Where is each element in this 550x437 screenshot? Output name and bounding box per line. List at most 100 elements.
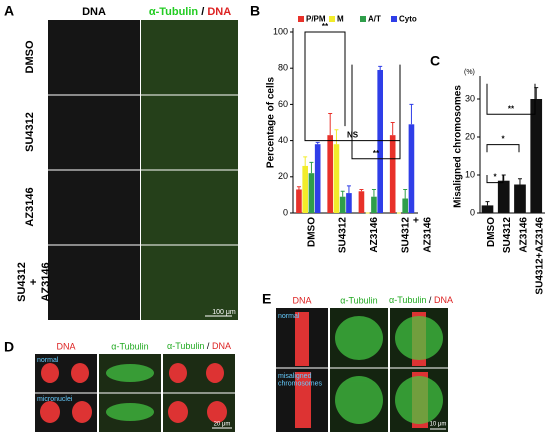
image-borders [35, 94, 448, 394]
significance-bracket [486, 175, 504, 184]
significance-bracket [486, 83, 536, 115]
row-label: normal [278, 313, 300, 320]
bar [339, 196, 346, 213]
bar [389, 135, 396, 213]
y-tick-label: 0 [283, 207, 288, 217]
y-tick-label: 20 [465, 131, 475, 141]
error-bar [303, 156, 308, 166]
significance-label: ** [322, 22, 329, 31]
column-label: α-Tubulin [340, 295, 377, 305]
bar [327, 135, 333, 213]
y-axis-label: Percentage of cells [266, 76, 277, 168]
y-tick-label: 10 [465, 169, 475, 179]
x-tick-label: AZ3146 [369, 217, 380, 253]
y-tick-label: 30 [465, 93, 475, 103]
error-bar [501, 174, 506, 181]
legend-label: A/T [368, 15, 381, 24]
y-tick-label: 100 [273, 26, 288, 36]
bar [530, 99, 543, 213]
row-label: micronuclei [37, 396, 73, 403]
error-bar [334, 129, 339, 145]
row-label: DMSO [24, 40, 36, 73]
bar [333, 144, 340, 213]
bar [408, 124, 415, 213]
bar [497, 180, 510, 213]
x-tick-label: AZ3146 [518, 217, 529, 253]
error-bar [371, 188, 376, 197]
bar [314, 144, 321, 213]
significance-bracket [486, 144, 520, 153]
legend-swatch [329, 16, 335, 22]
error-bar [340, 190, 345, 197]
x-tick-label: SU4312+AZ3146 [535, 217, 546, 295]
y-tick-label: 0 [470, 207, 475, 217]
column-label: α-Tubulin / DNA [167, 341, 231, 351]
x-tick-label: SU4312 [338, 217, 349, 254]
spindle [106, 316, 443, 424]
y-unit: (%) [464, 69, 475, 76]
y-axis-label: Misaligned chromosomes [453, 85, 464, 208]
column-label: DNA [292, 295, 311, 305]
error-bar [517, 178, 522, 185]
scale-label: 100 μm [212, 309, 236, 316]
legend-label: P/PM [306, 15, 326, 24]
bar [296, 189, 302, 213]
x-tick-label: DMSO [306, 217, 317, 247]
column-label: DNA [82, 6, 106, 18]
x-tick-label: SU4312 [502, 217, 513, 254]
micrographs [35, 20, 448, 432]
column-label: DNA [56, 341, 75, 351]
bar [377, 70, 383, 213]
significance-bracket [304, 31, 346, 127]
scale-label: 10 μm [430, 422, 447, 428]
row-label: SU4312 [24, 112, 36, 152]
significance-label: * [493, 173, 497, 182]
y-tick-label: 40 [278, 135, 288, 145]
column-label: α-Tubulin / DNA [149, 6, 231, 18]
bar [371, 196, 377, 213]
x-tick-label: SU4312+AZ3146 [400, 217, 433, 254]
legend-swatch [391, 16, 397, 22]
error-bar [346, 185, 351, 194]
row-label: AZ3146 [24, 187, 36, 226]
error-bar [328, 112, 333, 136]
significance-label: NS [347, 131, 359, 140]
row-label: SU4312+AZ3146 [16, 262, 52, 302]
legend-swatch [360, 16, 366, 22]
bar [308, 173, 315, 213]
panel-label: B [250, 3, 260, 19]
error-bar [409, 103, 414, 125]
bar [481, 205, 494, 213]
panel-label: D [4, 339, 14, 355]
row-label: misaligned chromosomes [278, 373, 322, 388]
legend-swatch [298, 16, 304, 22]
error-bar [390, 122, 395, 136]
error-bar [315, 141, 320, 145]
panel-label: E [262, 291, 271, 307]
panel-label: C [430, 53, 440, 69]
bar [402, 198, 408, 213]
scale-label: 20 μm [214, 422, 231, 428]
column-label: α-Tubulin [111, 341, 148, 351]
y-tick-label: 80 [278, 63, 288, 73]
error-bar [359, 188, 364, 192]
significance-label: * [501, 135, 505, 144]
column-label: α-Tubulin / DNA [389, 295, 453, 305]
significance-label: ** [373, 149, 380, 158]
error-bar [485, 201, 490, 206]
error-bar [378, 65, 383, 71]
y-tick-label: 20 [278, 171, 288, 181]
bar [514, 184, 526, 213]
error-bar [403, 188, 408, 199]
error-bar [296, 186, 301, 190]
y-tick-label: 60 [278, 99, 288, 109]
legend-label: Cyto [399, 15, 417, 24]
bar [358, 191, 365, 213]
bar [346, 193, 352, 213]
error-bar [309, 161, 314, 174]
legend-label: M [337, 15, 344, 24]
x-tick-label: DMSO [486, 217, 497, 247]
bar [302, 165, 308, 213]
panel-label: A [4, 3, 14, 19]
